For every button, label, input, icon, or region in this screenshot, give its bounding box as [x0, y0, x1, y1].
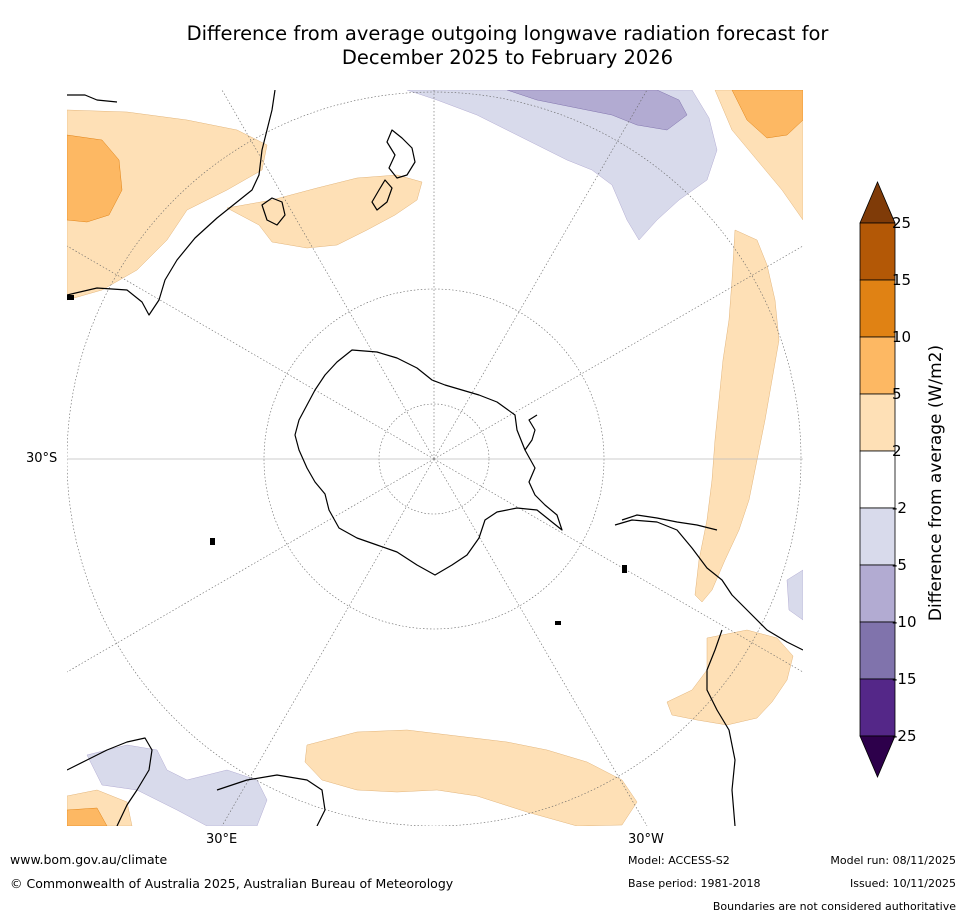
anomaly-negative-pacific [406, 90, 718, 241]
anomaly-negative-indian [86, 744, 268, 826]
colorbar-tick-label: -10 [892, 613, 917, 631]
colorbar-bin [859, 222, 896, 281]
anomaly-strong-africa [67, 807, 108, 826]
lon-label-30w: 30°W [628, 832, 664, 847]
colorbar-tick-label: -5 [892, 556, 907, 574]
south-america-tip [621, 514, 718, 531]
colorbar-tick-label: 5 [892, 385, 902, 403]
colorbar-bin [859, 393, 896, 452]
anomaly-layer [67, 90, 803, 826]
lon-label-30e: 30°E [206, 832, 238, 847]
chart-title: Difference from average outgoing longwav… [60, 22, 955, 70]
title-line-2: December 2025 to February 2026 [341, 46, 674, 69]
colorbar [859, 180, 896, 779]
antarctic-peninsula [524, 414, 538, 451]
anomaly-positive-atlantic [694, 229, 780, 603]
title-line-1: Difference from average outgoing longwav… [186, 22, 829, 45]
footer-model: Model: ACCESS-S2 [628, 854, 730, 867]
colorbar-bin [859, 621, 896, 680]
colorbar-bin [859, 450, 896, 509]
small-islands [67, 295, 627, 625]
footer-website: www.bom.gov.au/climate [10, 852, 168, 867]
south-america-coast [614, 519, 803, 651]
colorbar-tick-label: 2 [892, 442, 902, 460]
anomaly-positive-indian-ocean [304, 729, 638, 826]
colorbar-tick-label: -25 [892, 727, 917, 745]
new-zealand-south [371, 179, 393, 211]
anomaly-negative-sw-atlantic [786, 569, 803, 621]
colorbar-bin [859, 336, 896, 395]
colorbar-bin [859, 279, 896, 338]
new-zealand-north [386, 129, 416, 179]
antarctica-coast [294, 349, 563, 576]
australia-sw [67, 94, 118, 103]
colorbar-tick-label: 10 [892, 328, 912, 346]
south-america-east [706, 629, 736, 826]
coastlines [67, 90, 803, 826]
anomaly-positive-tasman [226, 174, 423, 249]
colorbar-extend-top [859, 180, 896, 224]
footer-base-period: Base period: 1981-2018 [628, 877, 761, 890]
colorbar-tick-label: 15 [892, 271, 912, 289]
footer-boundaries-note: Boundaries are not considered authoritat… [712, 900, 956, 913]
tasmania [261, 197, 286, 226]
colorbar-bin [859, 678, 896, 737]
footer-model-run: Model run: 08/11/2025 [830, 854, 956, 867]
footer-copyright: © Commonwealth of Australia 2025, Austra… [10, 876, 454, 891]
colorbar-tick-label: -2 [892, 499, 907, 517]
madagascar-region [216, 774, 326, 826]
anomaly-moderate-pacific [506, 90, 688, 131]
colorbar-tick-label: 25 [892, 214, 912, 232]
colorbar-extend-bottom [859, 735, 896, 779]
colorbar-tick-label: -15 [892, 670, 917, 688]
colorbar-title: Difference from average (W/m2) [926, 344, 946, 622]
colorbar-bin [859, 507, 896, 566]
polar-map [67, 90, 803, 826]
lat-label-30s: 30°S [26, 451, 58, 466]
anomaly-positive-southamerica [666, 629, 794, 726]
footer-issued: Issued: 10/11/2025 [849, 877, 956, 890]
australia-coast [67, 90, 276, 316]
anomaly-strong-australia [67, 134, 123, 223]
graticule [67, 90, 803, 826]
colorbar-bin [859, 564, 896, 623]
map-svg [67, 90, 803, 826]
africa-coast [67, 737, 153, 826]
anomaly-strong-ne [731, 90, 803, 139]
